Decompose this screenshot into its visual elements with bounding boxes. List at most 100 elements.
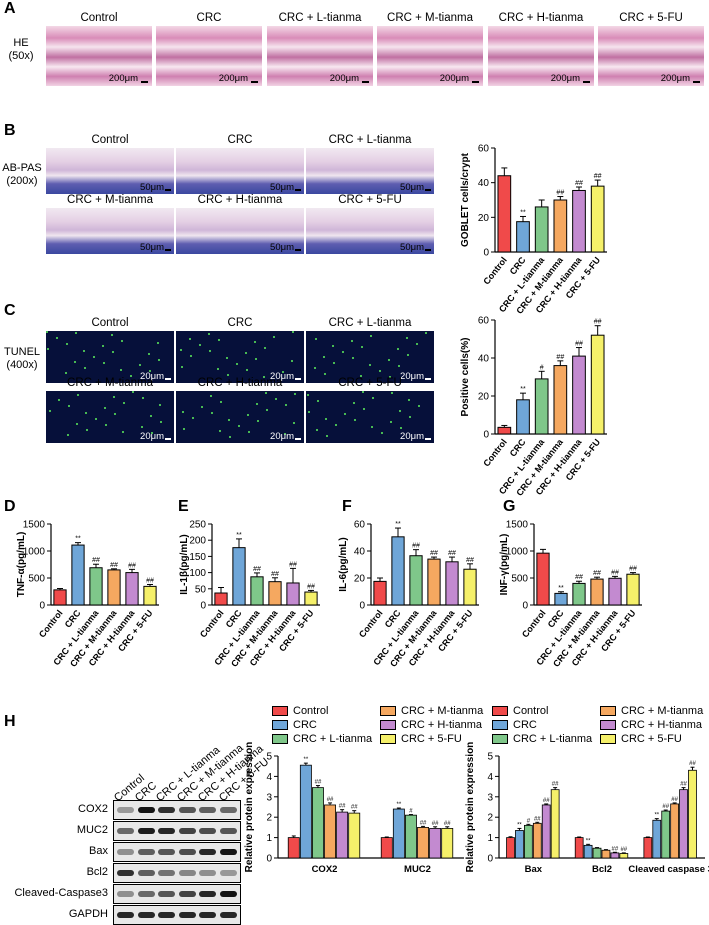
bar	[590, 185, 605, 253]
significance-mark: ##	[662, 804, 669, 810]
y-tick-label: 1	[266, 833, 272, 844]
tunel-dot	[308, 411, 310, 413]
y-tick-label: 60	[354, 520, 366, 531]
wb-band-box	[113, 821, 241, 841]
tunel-dot	[285, 404, 287, 406]
tunel-dot	[199, 344, 201, 346]
significance-mark: ##	[128, 562, 136, 569]
bar	[53, 589, 67, 606]
tunel-title: CRC + H-tianma	[197, 377, 283, 389]
bar	[516, 221, 530, 253]
legend-swatch	[600, 734, 616, 745]
significance-mark: ##	[689, 761, 696, 767]
he-image: 200μm	[46, 26, 152, 86]
legend-swatch	[600, 720, 616, 731]
tunel-dot	[399, 410, 401, 412]
x-tick-label: Control	[357, 608, 385, 639]
wb-band	[137, 870, 155, 876]
wb-row-label: GAPDH	[68, 908, 108, 920]
tunel-dot	[209, 350, 211, 352]
significance-mark: **	[75, 536, 81, 543]
tunel-dot	[316, 429, 318, 431]
significance-mark: ##	[629, 566, 637, 573]
tunel-dot	[371, 426, 373, 428]
wb-band	[219, 807, 237, 813]
bar	[601, 849, 611, 859]
tunel-dot	[314, 367, 316, 369]
tunel-title: CRC + 5-FU	[338, 377, 402, 389]
x-category-label: Bax	[525, 864, 543, 875]
significance-mark: ##	[412, 543, 420, 550]
tunel-dot	[151, 432, 153, 434]
tunel-dot	[132, 391, 134, 393]
legend-item: CRC + L-tianma	[492, 733, 600, 747]
tunel-dot	[370, 335, 372, 337]
bar	[661, 810, 671, 859]
wb-band	[219, 828, 237, 834]
y-tick-label: 3	[266, 792, 272, 803]
tunel-dot	[363, 408, 365, 410]
abpas-image: 50μm	[306, 208, 434, 254]
significance-mark: **	[586, 838, 591, 844]
wb-band	[178, 912, 196, 918]
tunel-dot	[326, 435, 328, 437]
bar	[534, 378, 549, 435]
y-tick-label: 40	[478, 178, 490, 189]
legend-label: Control	[293, 705, 329, 718]
wb-band	[199, 849, 216, 855]
tunel-dot	[372, 397, 374, 399]
tunel-dot	[47, 348, 49, 350]
wb-band	[117, 870, 134, 876]
scale-bar-label: 20μm	[400, 371, 424, 382]
tunel-dot	[111, 334, 113, 336]
scale-bar-label: 200μm	[108, 73, 138, 84]
significance-mark: ##	[671, 797, 678, 803]
significance-mark: ##	[289, 561, 297, 568]
x-tick-label: Control	[198, 608, 226, 639]
tunel-dot	[255, 358, 257, 360]
y-tick-label: 1500	[506, 520, 529, 531]
wb-band	[219, 891, 237, 897]
tunel-dot	[120, 369, 122, 371]
significance-mark: ##	[594, 173, 602, 180]
wb-band	[117, 891, 134, 897]
bar	[107, 569, 121, 606]
wb-band	[117, 828, 134, 834]
y-axis-label: Positive cells(%)	[460, 338, 471, 417]
tunel-dot	[354, 419, 356, 421]
tunel-dot	[77, 394, 79, 396]
tunel-dot	[190, 355, 192, 357]
tunel-dot	[86, 429, 88, 431]
legend-label: CRC	[293, 719, 317, 732]
significance-mark: ##	[271, 571, 279, 578]
wb-band	[137, 891, 155, 897]
tunel-dot	[85, 412, 87, 414]
bar	[429, 828, 442, 859]
wb-band-box	[113, 863, 241, 883]
y-tick-label: 3	[487, 792, 493, 803]
tunel-dot	[210, 395, 212, 397]
scale-bar	[165, 438, 171, 440]
tunel-dot	[208, 333, 210, 335]
abpas-mag: (200x)	[6, 175, 38, 187]
y-axis-label: IL-1β(pg/mL)	[179, 534, 190, 595]
bar	[409, 555, 423, 606]
y-tick-label: 500	[511, 574, 528, 585]
tunel-dot	[425, 332, 427, 334]
wb-row-label: Bax	[89, 845, 108, 857]
he-title: CRC + M-tianma	[387, 12, 473, 24]
bar	[497, 426, 512, 435]
scale-bar	[251, 81, 258, 83]
bar	[553, 199, 568, 253]
scale-bar-label: 50μm	[400, 242, 424, 253]
wb-band	[199, 891, 216, 897]
tunel-dot	[183, 428, 185, 430]
tunel-dot	[317, 400, 319, 402]
y-tick-label: 20	[478, 213, 490, 224]
legend-label: CRC + M-tianma	[621, 705, 704, 718]
tunel-dot	[158, 359, 160, 361]
tunel-dot	[256, 403, 258, 405]
tunel-dot	[266, 409, 268, 411]
tunel-dot	[362, 391, 364, 393]
wb-band-box	[113, 905, 241, 925]
